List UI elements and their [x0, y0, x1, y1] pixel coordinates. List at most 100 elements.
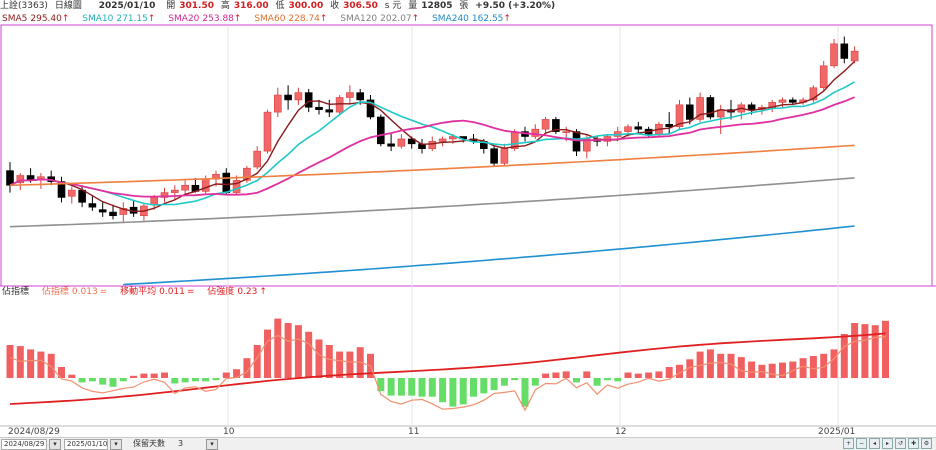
end-date-field[interactable]: 2025/01/10	[64, 439, 108, 450]
ma-legend-arrow: ↑	[147, 14, 156, 24]
candle-body	[850, 50, 859, 62]
candle-body	[222, 172, 231, 193]
close-unit: s 元	[384, 1, 402, 11]
start-date-field[interactable]: 2024/08/29	[1, 439, 47, 450]
ma-legend-sma60: SMA60 228.74↑	[254, 14, 327, 24]
volume-value: 12805	[421, 1, 453, 11]
candle-body	[830, 43, 838, 67]
oscillator-bar	[830, 349, 838, 378]
zoom-out-icon[interactable]: −	[856, 438, 867, 449]
candles	[6, 36, 859, 224]
oscillator-bar	[820, 353, 828, 378]
oscillator-bar	[161, 372, 168, 378]
scroll-left-icon[interactable]: ◂	[869, 438, 880, 449]
oscillator-bar	[88, 378, 96, 382]
candle-body	[88, 203, 97, 208]
candle-body	[253, 150, 261, 168]
price-panel-frame	[0, 24, 933, 287]
x-axis: 2024/08/29 10 11 12 2025/01	[0, 427, 936, 437]
candle-body	[840, 43, 849, 59]
indicator-arrow: =	[99, 287, 108, 297]
indicator-value: 0.013	[71, 287, 98, 297]
reset-icon[interactable]: ↺	[895, 438, 906, 449]
oscillator-bar	[68, 374, 76, 378]
oscillator-bar	[243, 358, 251, 378]
x-tick-label: 11	[408, 427, 420, 437]
quote-header: 上詮(3363) 日線圖 2025/01/10 開 301.50 高 316.00 …	[0, 0, 936, 13]
keep-days-value[interactable]: 3	[178, 439, 184, 448]
ma-legend-value: 253.88	[202, 14, 234, 24]
sma240-line	[123, 225, 855, 286]
candle-body	[387, 143, 395, 147]
candle-body	[366, 99, 375, 118]
sma10-line	[9, 81, 855, 206]
candle-body	[696, 97, 704, 120]
low-label: 低	[275, 1, 285, 11]
ma-legend-label: SMA20	[168, 14, 200, 24]
indicator-value: 0.011	[159, 287, 185, 297]
oscillator-bar	[140, 373, 148, 378]
toolbar-icons: + − ◂ ▸ ↺ ✚ ⚙	[841, 438, 932, 450]
indicator-label: 移動平均	[120, 287, 157, 297]
oscillator-bar	[717, 353, 725, 378]
volume-oscillator	[6, 318, 889, 412]
oscillator-bar	[603, 378, 611, 381]
low-value: 300.00	[288, 1, 324, 11]
close-value: 306.50	[343, 1, 378, 11]
ma-legend-label: SMA120	[340, 14, 378, 24]
candle-body	[685, 104, 694, 120]
oscillator-bar	[861, 324, 869, 378]
oscillator-bar	[428, 378, 436, 397]
oscillator-bar	[274, 318, 282, 378]
x-tick-label: 10	[223, 427, 235, 437]
indicator-label: 佔指標	[41, 287, 69, 297]
oscillator-bar	[284, 323, 292, 378]
oscillator-bar	[264, 329, 271, 378]
oscillator-bar	[789, 361, 797, 378]
candle-body	[634, 126, 643, 130]
scroll-right-icon[interactable]: ▸	[882, 438, 893, 449]
zoom-in-icon[interactable]: +	[843, 438, 854, 449]
ma-legend-value: 162.55	[471, 14, 504, 24]
candle-body	[150, 197, 158, 206]
oscillator-bar	[305, 331, 313, 378]
ma-legend-arrow: ↑	[411, 14, 420, 24]
keep-days-dropdown-button[interactable]: ▾	[206, 439, 218, 450]
indicator-value: 0.23	[237, 287, 258, 297]
indicator-arrow: =	[186, 287, 195, 297]
x-tick-label: 2025/01	[818, 427, 856, 437]
oscillator-bar	[562, 371, 570, 378]
candle-body	[438, 138, 447, 142]
candle-body	[428, 141, 437, 149]
start-date-dropdown-button[interactable]: ▾	[49, 439, 61, 450]
candle-body	[6, 170, 14, 186]
candle-body	[397, 138, 406, 147]
ma-legend-value: 202.07	[380, 14, 412, 24]
settings-icon[interactable]: ⚙	[921, 438, 932, 449]
candle-body	[68, 189, 76, 197]
candle-body	[624, 126, 632, 132]
ma-legend: SMA5 295.40↑ SMA10 271.15↑ SMA20 253.88↑ SM…	[2, 13, 521, 26]
high-label: 高	[220, 1, 230, 11]
oscillator-bar	[459, 378, 467, 405]
ma-legend-sma240: SMA240 162.55↑	[432, 14, 511, 24]
ma-legend-arrow: ↑	[233, 14, 242, 24]
oscillator-bar	[408, 378, 416, 396]
candle-body	[552, 119, 560, 132]
oscillator-bar	[624, 372, 632, 378]
oscillator-bar	[573, 378, 580, 383]
indicator-legend: 佔指標 佔指標 0.013 = 移動平均 0.011 = 佔強度 0.23 ↑	[2, 286, 277, 298]
oscillator-bar	[27, 349, 35, 378]
cursor-icon[interactable]: ✚	[908, 438, 919, 449]
oscillator-bar	[531, 378, 539, 386]
oscillator-bar	[645, 372, 653, 378]
oscillator-bar	[593, 378, 601, 386]
oscillator-bar	[99, 378, 107, 385]
oscillator-bar	[511, 378, 519, 381]
oscillator-bar	[150, 373, 158, 378]
oscillator-bar	[418, 378, 426, 397]
ma-legend-sma10: SMA10 271.15↑	[82, 14, 155, 24]
end-date-dropdown-button[interactable]: ▾	[110, 439, 122, 450]
oscillator-bar	[336, 351, 344, 378]
